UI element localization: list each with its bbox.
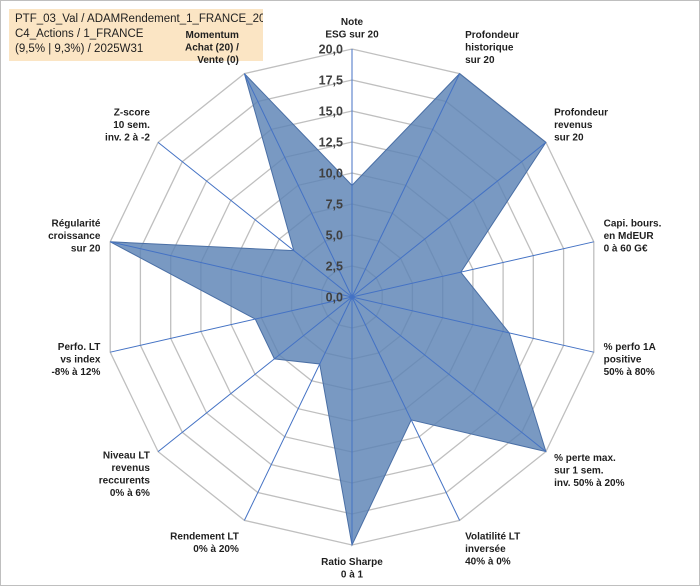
axis-label-line: Ratio Sharpe xyxy=(321,557,383,568)
axis-label-line: inversée xyxy=(465,544,506,555)
axis-label-line: inv. 50% à 20% xyxy=(554,478,625,489)
axis-label-line: vs index xyxy=(60,354,100,365)
axis-label: Régularité croissance sur 20 xyxy=(48,219,101,255)
axis-spoke xyxy=(351,142,547,298)
axis-label-line: sur 20 xyxy=(554,133,584,144)
axis-label: Volatilité LT inversée 40% à 0% xyxy=(465,532,520,568)
chart-info-box: PTF_03_Val / ADAMRendement_1_FRANCE_2025… xyxy=(9,9,263,61)
axis-label: Capi. bours. en MdEUR 0 à 60 G€ xyxy=(604,219,662,255)
tick-label: 0,0 xyxy=(326,291,343,305)
axis-label-line: Vente (0) xyxy=(197,55,239,66)
portfolio-title: PTF_03_Val / ADAMRendement_1_FRANCE_2025… xyxy=(15,13,263,25)
axis-label-line: -8% à 12% xyxy=(51,367,100,378)
axis-label-line: 0% à 20% xyxy=(193,544,239,555)
tick-label: 20,0 xyxy=(319,43,343,57)
axis-label: % perte max. sur 1 sem. inv. 50% à 20% xyxy=(554,453,625,489)
axis-label-line: Achat (20) / xyxy=(185,42,239,53)
axis-spoke xyxy=(351,296,547,452)
axis-label: Rendement LT 0% à 20% xyxy=(170,532,239,556)
axis-spoke xyxy=(351,241,594,298)
axis-label-line: ESG sur 20 xyxy=(325,30,379,41)
axis-label-line: sur 1 sem. xyxy=(554,465,604,476)
axis-label-line: Profondeur xyxy=(465,30,519,41)
axis-spoke xyxy=(351,73,461,298)
axis-label-line: Volatilité LT xyxy=(465,532,520,543)
tick-label: 7,5 xyxy=(326,198,343,212)
axis-label-line: Note xyxy=(341,17,364,28)
axis-label-line: 0 à 60 G€ xyxy=(604,244,648,255)
axis-label-line: positive xyxy=(604,354,642,365)
axis-label-line: sur 20 xyxy=(465,55,495,66)
axis-label-line: Niveau LT xyxy=(103,450,150,461)
axis-label-line: % perfo 1A xyxy=(604,342,656,353)
axis-label: Ratio Sharpe 0 à 1 xyxy=(321,557,383,581)
axis-spoke xyxy=(351,296,594,353)
axis-label: Profondeur historique sur 20 xyxy=(465,30,519,66)
axis-label-line: en MdEUR xyxy=(604,231,655,242)
tick-label: 15,0 xyxy=(319,105,343,119)
axis-spoke xyxy=(157,142,353,298)
axis-label: Z-score 10 sem. inv. 2 à -2 xyxy=(105,108,150,144)
axis-label-line: 0 à 1 xyxy=(341,570,364,581)
axis-label-line: 10 sem. xyxy=(113,120,150,131)
axis-label-line: sur 20 xyxy=(71,244,101,255)
axis-label-line: historique xyxy=(465,42,514,53)
axis-label-line: Régularité xyxy=(51,219,100,230)
axis-label-line: Z-score xyxy=(114,108,151,119)
axis-spoke xyxy=(243,296,353,521)
axis-label-line: Rendement LT xyxy=(170,532,239,543)
axis-label: Niveau LT revenus reccurents 0% à 6% xyxy=(99,450,151,499)
axis-label-line: revenus xyxy=(554,120,593,131)
axis-label: Profondeur revenus sur 20 xyxy=(554,108,608,144)
axis-label: Perfo. LT vs index -8% à 12% xyxy=(51,342,100,378)
performance-week-label: (9,5% | 9,3%) / 2025W31 xyxy=(15,43,144,55)
axis-label-line: reccurents xyxy=(99,475,151,486)
axis-label: Note ESG sur 20 xyxy=(325,17,379,41)
axis-label-line: Capi. bours. xyxy=(604,219,662,230)
tick-label: 17,5 xyxy=(319,74,343,88)
tick-label: 12,5 xyxy=(319,136,343,150)
tick-label: 2,5 xyxy=(326,260,343,274)
axis-label-line: revenus xyxy=(112,463,151,474)
axis-label-line: croissance xyxy=(48,231,101,242)
axis-label-line: Momentum xyxy=(186,30,239,41)
axis-label-line: Profondeur xyxy=(554,108,608,119)
axis-spoke xyxy=(110,296,353,353)
axis-label-line: 40% à 0% xyxy=(465,557,511,568)
axis-label: Momentum Achat (20) / Vente (0) xyxy=(185,30,239,66)
axis-label-line: 50% à 80% xyxy=(604,367,655,378)
axis-label-line: inv. 2 à -2 xyxy=(105,133,150,144)
axis-spoke xyxy=(110,241,353,298)
axis-label-line: Perfo. LT xyxy=(58,342,101,353)
axis-label: % perfo 1A positive 50% à 80% xyxy=(604,342,656,378)
axis-spoke xyxy=(351,296,461,521)
axis-spoke xyxy=(157,296,353,452)
tick-label: 5,0 xyxy=(326,229,343,243)
axis-label-line: 0% à 6% xyxy=(110,488,150,499)
tick-label: 10,0 xyxy=(319,167,343,181)
axis-label-line: % perte max. xyxy=(554,453,616,464)
axis-spoke xyxy=(243,73,353,298)
asset-class-label: C4_Actions / 1_FRANCE xyxy=(15,28,144,40)
